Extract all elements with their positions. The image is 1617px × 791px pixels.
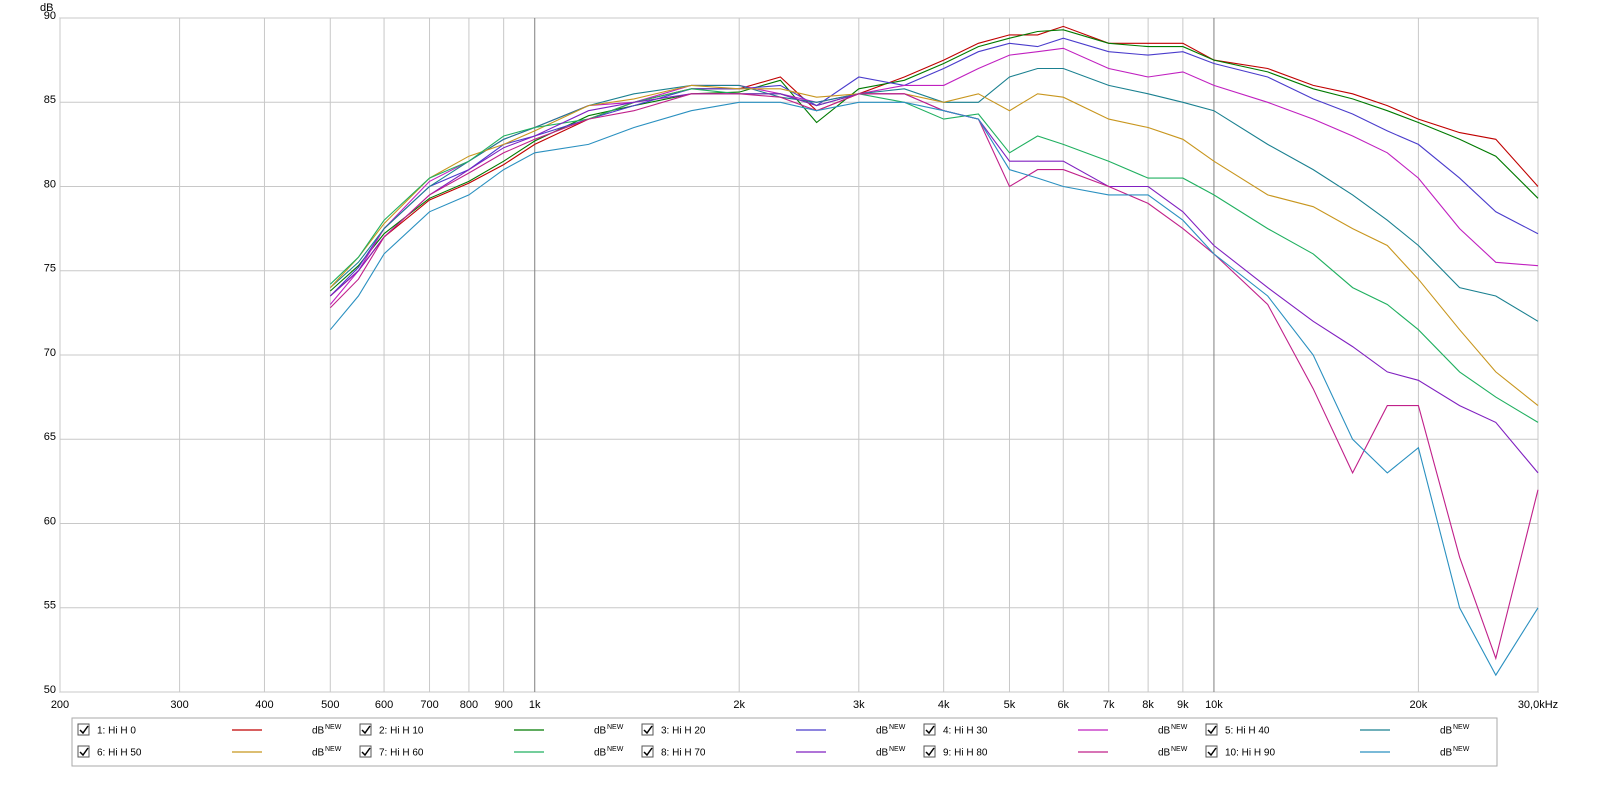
legend-badge: NEW: [607, 746, 624, 753]
series-line: [329, 88, 1539, 423]
x-tick-label: 20k: [1410, 699, 1428, 711]
legend-checkbox[interactable]: [641, 723, 654, 736]
legend-badge: NEW: [325, 746, 342, 753]
legend-badge: NEW: [607, 724, 624, 731]
x-tick-label: 2k: [733, 699, 745, 711]
legend-checkbox[interactable]: [1205, 723, 1218, 736]
y-tick-label: 55: [44, 600, 56, 612]
x-tick-label: 6k: [1057, 699, 1069, 711]
legend-check: [643, 747, 653, 757]
legend-label: 10: Hi H 90: [1225, 748, 1275, 759]
series-line: [329, 37, 1539, 297]
y-tick-label: 65: [44, 431, 56, 443]
legend-label: 4: Hi H 30: [943, 726, 988, 737]
legend-checkbox[interactable]: [923, 723, 936, 736]
legend-checkbox[interactable]: [359, 745, 372, 758]
legend-check: [1207, 725, 1217, 735]
legend-unit: dB: [1440, 748, 1453, 759]
y-tick-label: 50: [44, 684, 56, 696]
legend-check: [925, 725, 935, 735]
legend-check: [643, 725, 653, 735]
y-tick-label: 85: [44, 94, 56, 106]
x-tick-label: 700: [420, 699, 438, 711]
legend-check: [925, 747, 935, 757]
legend-badge: NEW: [1171, 724, 1188, 731]
legend-label: 9: Hi H 80: [943, 748, 988, 759]
x-tick-label: 3k: [853, 699, 865, 711]
x-tick-label: 5k: [1004, 699, 1016, 711]
x-tick-label: 4k: [938, 699, 950, 711]
legend-checkbox[interactable]: [641, 745, 654, 758]
legend-label: 2: Hi H 10: [379, 726, 424, 737]
x-tick-label: 1k: [529, 699, 541, 711]
x-tick-label: 30,0kHz: [1518, 699, 1558, 711]
legend-unit: dB: [312, 726, 325, 737]
series-line: [329, 67, 1539, 322]
legend-unit: dB: [594, 748, 607, 759]
legend-label: 3: Hi H 20: [661, 726, 706, 737]
x-tick-label: 8k: [1142, 699, 1154, 711]
x-tick-label: 500: [321, 699, 339, 711]
y-tick-label: 60: [44, 515, 56, 527]
legend-badge: NEW: [889, 724, 906, 731]
x-tick-label: 7k: [1103, 699, 1115, 711]
legend-unit: dB: [594, 726, 607, 737]
x-tick-label: 300: [170, 699, 188, 711]
x-tick-label: 10k: [1205, 699, 1223, 711]
y-tick-label: 80: [44, 178, 56, 190]
legend-check: [79, 725, 89, 735]
legend-label: 7: Hi H 60: [379, 748, 424, 759]
y-tick-label: 90: [44, 10, 56, 22]
legend-badge: NEW: [1453, 724, 1470, 731]
x-tick-label: 800: [460, 699, 478, 711]
y-tick-label: 70: [44, 347, 56, 359]
x-tick-label: 900: [494, 699, 512, 711]
legend-badge: NEW: [1453, 746, 1470, 753]
x-tick-label: 9k: [1177, 699, 1189, 711]
legend-unit: dB: [1440, 726, 1453, 737]
series-line: [329, 101, 1539, 677]
legend-label: 6: Hi H 50: [97, 748, 142, 759]
legend-check: [361, 747, 371, 757]
legend-checkbox[interactable]: [359, 723, 372, 736]
legend-badge: NEW: [325, 724, 342, 731]
series-line: [329, 29, 1539, 292]
legend-unit: dB: [876, 748, 889, 759]
x-tick-label: 200: [51, 699, 69, 711]
legend-check: [79, 747, 89, 757]
legend-unit: dB: [876, 726, 889, 737]
legend: [71, 717, 1498, 767]
legend-label: 5: Hi H 40: [1225, 726, 1270, 737]
y-tick-label: 75: [44, 263, 56, 275]
legend-checkbox[interactable]: [923, 745, 936, 758]
legend-label: 8: Hi H 70: [661, 748, 706, 759]
legend-badge: NEW: [1171, 746, 1188, 753]
series-line: [329, 25, 1539, 297]
grid: [59, 17, 1539, 693]
legend-unit: dB: [1158, 748, 1171, 759]
legend-check: [1207, 747, 1217, 757]
x-tick-label: 600: [375, 699, 393, 711]
legend-label: 1: Hi H 0: [97, 726, 136, 737]
legend-badge: NEW: [889, 746, 906, 753]
legend-checkbox[interactable]: [77, 745, 90, 758]
legend-checkbox[interactable]: [77, 723, 90, 736]
legend-check: [361, 725, 371, 735]
legend-checkbox[interactable]: [1205, 745, 1218, 758]
x-tick-label: 400: [255, 699, 273, 711]
legend-unit: dB: [1158, 726, 1171, 737]
y-axis-label: dB: [40, 2, 53, 14]
legend-unit: dB: [312, 748, 325, 759]
series-line: [329, 84, 1539, 407]
